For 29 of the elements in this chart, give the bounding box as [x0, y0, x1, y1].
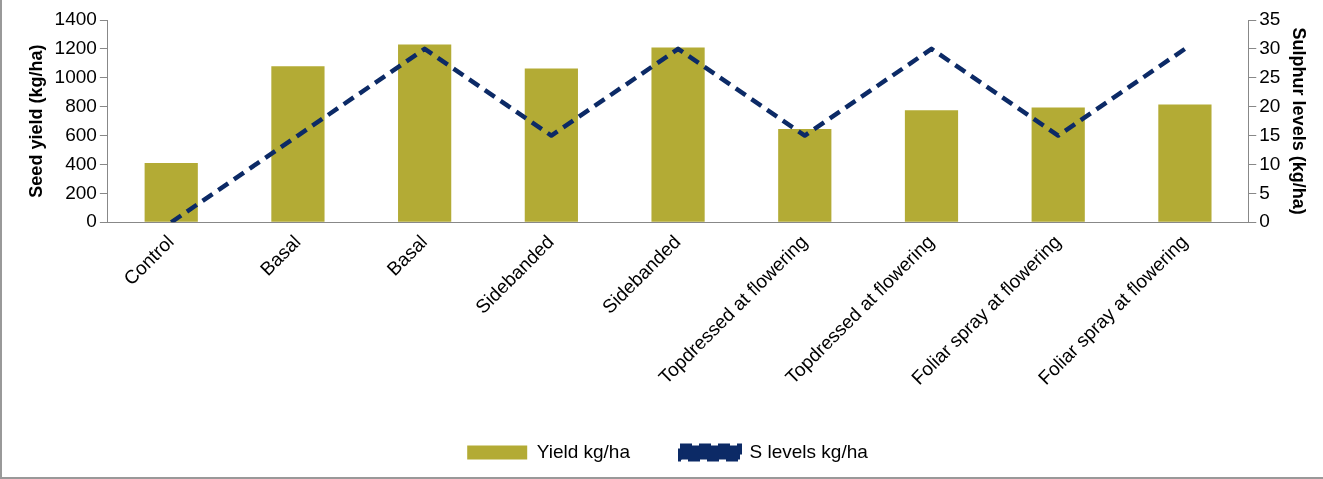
y-tick-label: 1200 — [54, 37, 97, 59]
y2-tick-label: 15 — [1259, 123, 1281, 145]
bar — [144, 163, 198, 222]
y2-tick-label: 20 — [1259, 94, 1281, 116]
y-tick-label: 0 — [86, 210, 97, 232]
y-axis-title: Seed yield (kg/ha) — [25, 44, 46, 198]
y-tick-label: 800 — [65, 94, 97, 116]
bar — [271, 66, 325, 222]
y-tick-label: 600 — [65, 123, 97, 145]
bar — [1031, 107, 1085, 222]
y2-tick-label: 35 — [1259, 8, 1281, 30]
legend-label: S levels kg/ha — [749, 440, 869, 462]
legend-label: Yield kg/ha — [536, 440, 631, 462]
y2-axis-title: Sulphur levels (kg/ha) — [1289, 27, 1310, 215]
bar — [651, 47, 705, 222]
bar — [778, 129, 832, 222]
bar — [398, 44, 452, 222]
y-tick-label: 200 — [65, 181, 97, 203]
y2-tick-label: 5 — [1259, 181, 1270, 203]
bar — [524, 68, 578, 222]
y-tick-label: 1000 — [54, 66, 97, 88]
y2-tick-label: 0 — [1259, 210, 1270, 232]
bar — [904, 110, 959, 222]
y-tick-label: 400 — [65, 152, 97, 174]
y2-tick-label: 30 — [1259, 37, 1281, 59]
y2-tick-label: 25 — [1259, 66, 1281, 88]
bar — [1158, 104, 1212, 222]
y-tick-label: 1400 — [54, 8, 97, 30]
y2-tick-label: 10 — [1259, 152, 1281, 174]
